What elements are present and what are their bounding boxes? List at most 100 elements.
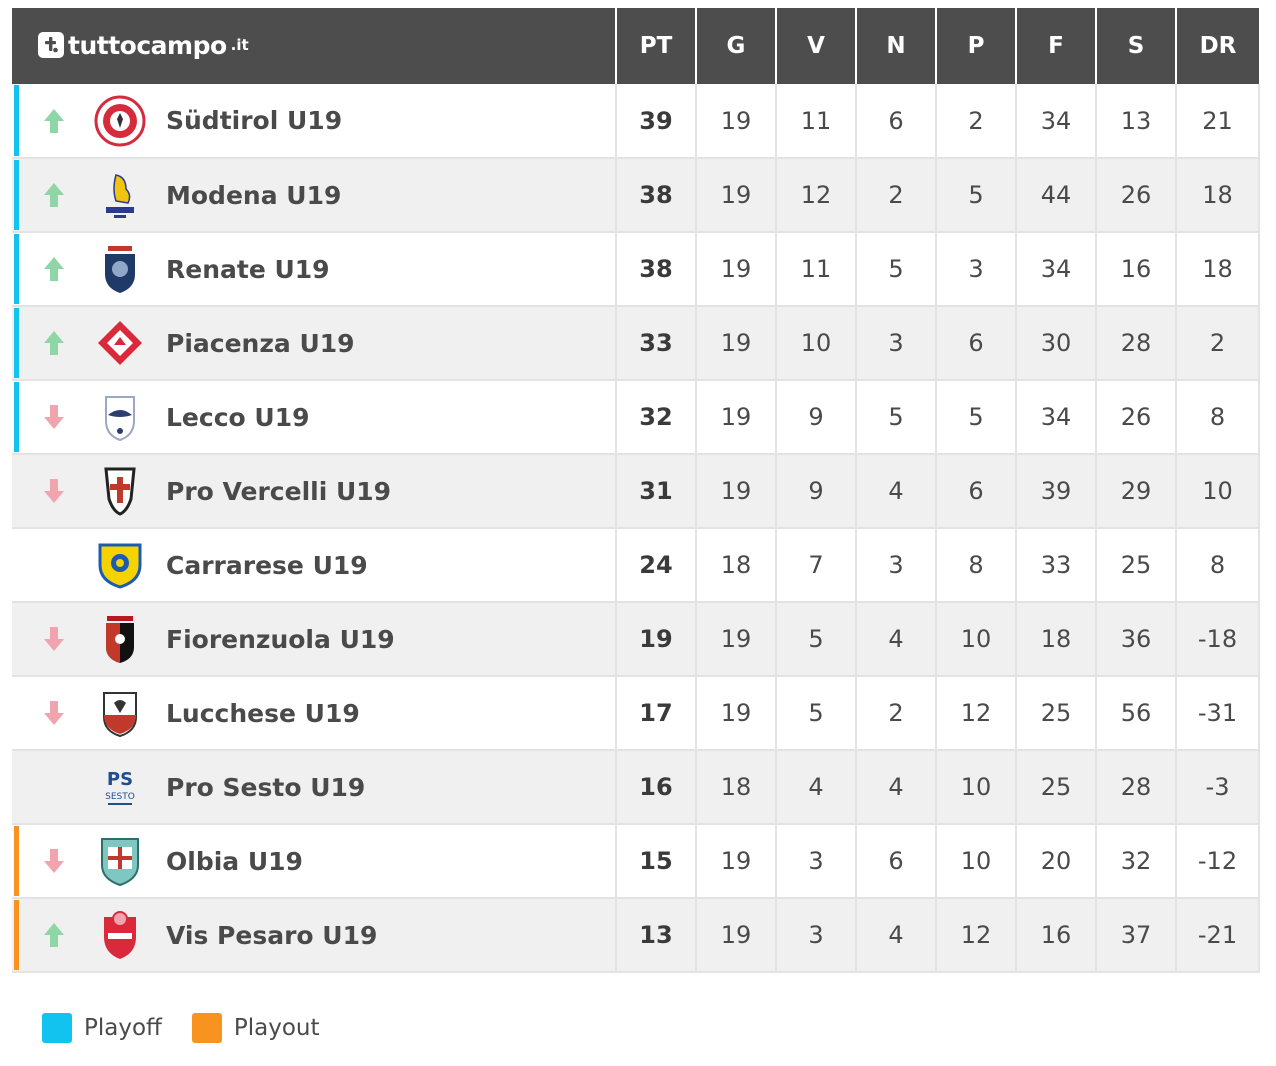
stat-f: 25 <box>1016 750 1097 824</box>
team-name[interactable]: Renate U19 <box>166 254 330 284</box>
team-name[interactable]: Piacenza U19 <box>166 328 355 358</box>
stat-p: 10 <box>936 824 1017 898</box>
team-cell: Modena U19 <box>12 158 617 232</box>
legend-label-playout: Playout <box>233 1015 320 1041</box>
lecco-crest-icon[interactable] <box>92 389 148 445</box>
team-name[interactable]: Modena U19 <box>166 180 342 210</box>
stat-g: 18 <box>696 528 777 602</box>
renate-crest-icon[interactable] <box>92 241 148 297</box>
column-header-p[interactable]: P <box>936 8 1017 84</box>
stat-n: 2 <box>856 676 937 750</box>
stat-s: 28 <box>1096 750 1177 824</box>
team-cell: Carrarese U19 <box>12 528 617 602</box>
stat-p: 10 <box>936 750 1017 824</box>
stat-p: 12 <box>936 676 1017 750</box>
stat-dr: 21 <box>1176 84 1260 158</box>
pro-sesto-crest-icon[interactable]: PS SESTO <box>92 759 148 815</box>
team-name[interactable]: Olbia U19 <box>166 846 303 876</box>
legend-item-playout: Playout <box>191 1013 320 1043</box>
stat-n: 4 <box>856 750 937 824</box>
stat-g: 18 <box>696 750 777 824</box>
team-name[interactable]: Pro Vercelli U19 <box>166 476 392 506</box>
team-name[interactable]: Lecco U19 <box>166 402 310 432</box>
lucchese-crest-icon[interactable] <box>92 685 148 741</box>
stat-v: 12 <box>776 158 857 232</box>
team-cell: PS SESTO Pro Sesto U19 <box>12 750 617 824</box>
stat-p: 5 <box>936 158 1017 232</box>
team-info: Fiorenzuola U19 <box>12 603 615 675</box>
svg-text:PS: PS <box>107 769 133 790</box>
table-row[interactable]: Olbia U19 15 19 3 6 10 20 32 -12 <box>12 824 1260 898</box>
fiorenzuola-crest-icon[interactable] <box>92 611 148 667</box>
stat-g: 19 <box>696 306 777 380</box>
table-row[interactable]: Vis Pesaro U19 13 19 3 4 12 16 37 -21 <box>12 898 1260 972</box>
vis-pesaro-crest-icon[interactable] <box>92 907 148 963</box>
table-row[interactable]: PS SESTO Pro Sesto U19 16 18 4 4 10 25 28 -3 <box>12 750 1260 824</box>
column-header-pt[interactable]: PT <box>616 8 697 84</box>
stat-f: 20 <box>1016 824 1097 898</box>
team-name[interactable]: Fiorenzuola U19 <box>166 624 395 654</box>
playout-zone-marker <box>14 826 19 896</box>
table-row[interactable]: Carrarese U19 24 18 7 3 8 33 25 8 <box>12 528 1260 602</box>
team-cell: Olbia U19 <box>12 824 617 898</box>
table-row[interactable]: Lecco U19 32 19 9 5 5 34 26 8 <box>12 380 1260 454</box>
stat-s: 13 <box>1096 84 1177 158</box>
team-name[interactable]: Vis Pesaro U19 <box>166 920 378 950</box>
table-row[interactable]: Modena U19 38 19 12 2 5 44 26 18 <box>12 158 1260 232</box>
stat-pt: 33 <box>616 306 697 380</box>
stat-g: 19 <box>696 232 777 306</box>
svg-text:SESTO: SESTO <box>105 792 135 802</box>
team-info: Olbia U19 <box>12 825 615 897</box>
pro-vercelli-crest-icon[interactable] <box>92 463 148 519</box>
stat-n: 5 <box>856 380 937 454</box>
stat-n: 5 <box>856 232 937 306</box>
trend-up-icon <box>12 256 96 282</box>
trend-up-icon <box>12 922 96 948</box>
stat-f: 44 <box>1016 158 1097 232</box>
table-row[interactable]: Südtirol U19 39 19 11 6 2 34 13 21 <box>12 84 1260 158</box>
team-name[interactable]: Lucchese U19 <box>166 698 360 728</box>
column-header-v[interactable]: V <box>776 8 857 84</box>
stat-v: 9 <box>776 380 857 454</box>
stat-g: 19 <box>696 676 777 750</box>
column-header-s[interactable]: S <box>1096 8 1177 84</box>
trend-down-icon <box>12 626 96 652</box>
table-row[interactable]: Pro Vercelli U19 31 19 9 4 6 39 29 10 <box>12 454 1260 528</box>
stat-pt: 15 <box>616 824 697 898</box>
stat-s: 25 <box>1096 528 1177 602</box>
playoff-zone-marker <box>14 382 19 452</box>
stat-n: 3 <box>856 306 937 380</box>
column-header-g[interactable]: G <box>696 8 777 84</box>
table-row[interactable]: Renate U19 38 19 11 5 3 34 16 18 <box>12 232 1260 306</box>
table-row[interactable]: Fiorenzuola U19 19 19 5 4 10 18 36 -18 <box>12 602 1260 676</box>
playoff-zone-marker <box>14 85 19 156</box>
table-row[interactable]: Piacenza U19 33 19 10 3 6 30 28 2 <box>12 306 1260 380</box>
stat-g: 19 <box>696 602 777 676</box>
team-cell: Südtirol U19 <box>12 84 617 158</box>
brand-logo[interactable]: tuttocampo .it <box>38 31 249 60</box>
stat-f: 34 <box>1016 84 1097 158</box>
carrarese-crest-icon[interactable] <box>92 537 148 593</box>
team-name[interactable]: Carrarese U19 <box>166 550 368 580</box>
stat-s: 16 <box>1096 232 1177 306</box>
team-name[interactable]: Südtirol U19 <box>166 106 343 135</box>
column-header-dr[interactable]: DR <box>1199 33 1237 59</box>
team-name[interactable]: Pro Sesto U19 <box>166 772 366 802</box>
column-header-n[interactable]: N <box>856 8 937 84</box>
stat-g: 19 <box>696 380 777 454</box>
stat-f: 33 <box>1016 528 1097 602</box>
modena-crest-icon[interactable] <box>92 167 148 223</box>
olbia-crest-icon[interactable] <box>92 833 148 889</box>
column-header-f[interactable]: F <box>1016 8 1097 84</box>
team-cell: Renate U19 <box>12 232 617 306</box>
table-row[interactable]: Lucchese U19 17 19 5 2 12 25 56 -31 <box>12 676 1260 750</box>
stat-p: 2 <box>936 84 1017 158</box>
sudtirol-crest-icon[interactable] <box>92 93 148 149</box>
team-cell: Vis Pesaro U19 <box>12 898 617 972</box>
stat-f: 18 <box>1016 602 1097 676</box>
stat-g: 19 <box>696 898 777 972</box>
stat-v: 10 <box>776 306 857 380</box>
stat-n: 3 <box>856 528 937 602</box>
brand-cell: tuttocampo .it <box>12 8 617 84</box>
piacenza-crest-icon[interactable] <box>92 315 148 371</box>
